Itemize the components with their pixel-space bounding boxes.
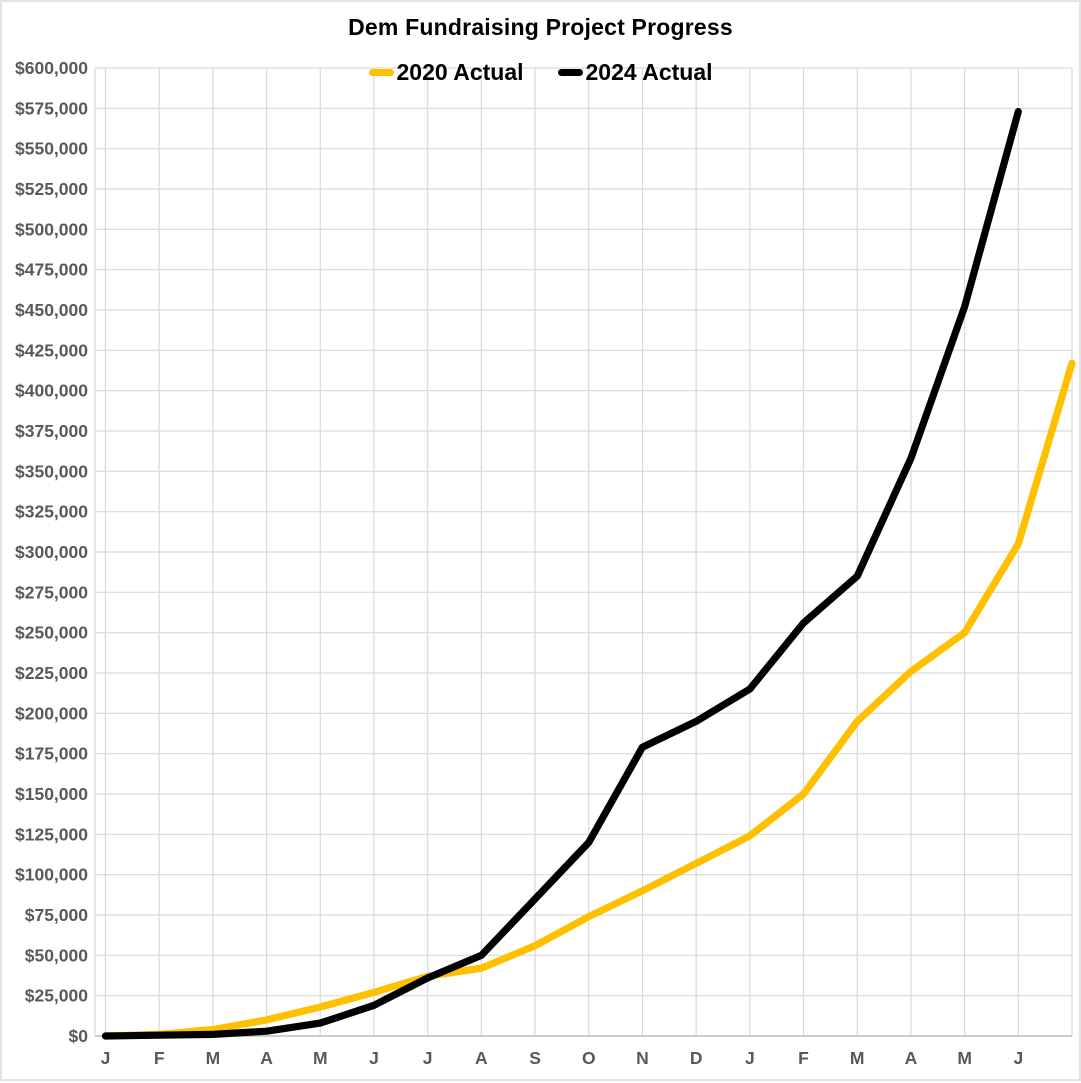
legend-swatch-2024-actual-icon [557, 69, 583, 76]
x-tick-label: J [423, 1048, 433, 1068]
legend-label-2024-actual: 2024 Actual [585, 59, 713, 85]
y-tick-label: $200,000 [15, 703, 88, 723]
x-tick-label: J [101, 1048, 111, 1068]
x-tick-label: O [582, 1048, 596, 1068]
x-tick-label: N [636, 1048, 649, 1068]
series-line-2020-actual [101, 359, 1076, 1040]
y-tick-label: $175,000 [15, 744, 88, 764]
y-tick-label: $450,000 [15, 300, 88, 320]
legend-item-2024-actual: 2024 Actual [557, 59, 713, 86]
x-tick-label: F [798, 1048, 809, 1068]
y-tick-label: $250,000 [15, 623, 88, 643]
y-tick-label: $350,000 [15, 461, 88, 481]
x-tick-label: M [850, 1048, 865, 1068]
y-tick-label: $0 [69, 1026, 89, 1046]
y-tick-label: $50,000 [25, 945, 89, 965]
legend: 2020 Actual 2024 Actual [2, 59, 1079, 86]
x-tick-label: M [957, 1048, 972, 1068]
series-line-2024-actual [101, 107, 1022, 1040]
y-tick-label: $225,000 [15, 663, 88, 683]
chart-title: Dem Fundraising Project Progress [348, 14, 733, 40]
x-tick-label: D [690, 1048, 703, 1068]
legend-item-2020-actual: 2020 Actual [368, 59, 524, 86]
x-tick-label: A [260, 1048, 273, 1068]
x-tick-label: J [745, 1048, 755, 1068]
x-tick-label: J [369, 1048, 379, 1068]
x-tick-label: A [905, 1048, 918, 1068]
y-tick-label: $275,000 [15, 582, 88, 602]
y-tick-label: $525,000 [15, 179, 88, 199]
y-tick-label: $550,000 [15, 139, 88, 159]
x-tick-label: A [475, 1048, 488, 1068]
x-tick-label: M [206, 1048, 221, 1068]
y-tick-label: $25,000 [25, 986, 89, 1006]
legend-label-2020-actual: 2020 Actual [396, 59, 524, 85]
y-tick-label: $425,000 [15, 340, 88, 360]
x-tick-label: J [1013, 1048, 1023, 1068]
y-tick-label: $150,000 [15, 784, 88, 804]
y-tick-label: $600,000 [15, 58, 88, 78]
y-tick-label: $300,000 [15, 542, 88, 562]
y-tick-label: $325,000 [15, 502, 88, 522]
y-tick-label: $400,000 [15, 381, 88, 401]
x-tick-label: S [529, 1048, 541, 1068]
y-tick-label: $125,000 [15, 824, 88, 844]
y-tick-label: $375,000 [15, 421, 88, 441]
x-tick-label: F [154, 1048, 165, 1068]
y-tick-label: $100,000 [15, 865, 88, 885]
y-tick-label: $575,000 [15, 98, 88, 118]
x-tick-label: M [313, 1048, 328, 1068]
y-tick-label: $500,000 [15, 219, 88, 239]
y-tick-label: $75,000 [25, 905, 89, 925]
y-tick-label: $475,000 [15, 260, 88, 280]
legend-swatch-2020-actual-icon [368, 69, 394, 76]
